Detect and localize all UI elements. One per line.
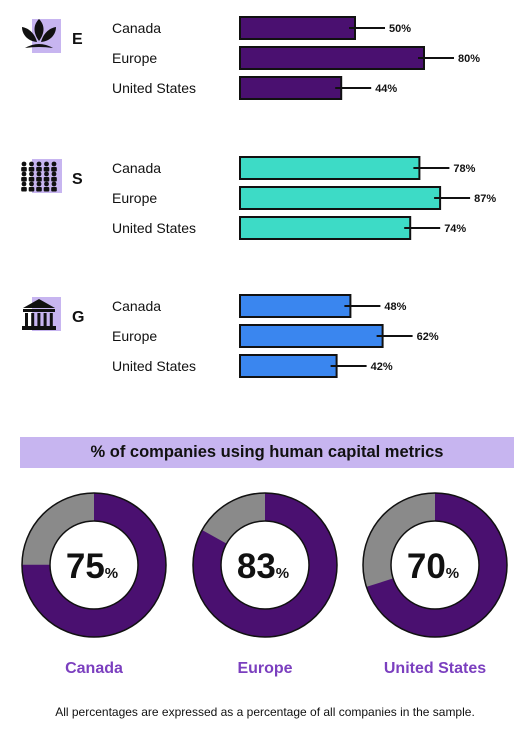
donut-outline bbox=[362, 492, 508, 638]
person-head bbox=[21, 161, 27, 167]
person-head bbox=[36, 181, 42, 187]
person-body bbox=[36, 177, 42, 182]
person-head bbox=[44, 161, 49, 167]
person-head bbox=[36, 171, 42, 177]
bar bbox=[239, 186, 442, 210]
donut-hole bbox=[49, 520, 139, 610]
value-label: 50% bbox=[389, 23, 411, 35]
person-body bbox=[51, 167, 57, 172]
column bbox=[49, 313, 53, 326]
category-label: Europe bbox=[112, 50, 157, 66]
column bbox=[43, 313, 47, 326]
donut-hole bbox=[390, 520, 480, 610]
value-label: 44% bbox=[375, 83, 397, 95]
category-label: United States bbox=[112, 358, 196, 374]
person-body bbox=[21, 187, 27, 192]
base bbox=[22, 326, 56, 330]
value-label: 87% bbox=[474, 193, 496, 205]
bar bbox=[239, 16, 356, 40]
leaf-center bbox=[34, 19, 44, 41]
bar bbox=[239, 76, 343, 100]
donut-value: 83% bbox=[237, 547, 289, 586]
person-head bbox=[21, 171, 27, 177]
person-head bbox=[29, 161, 34, 167]
esg-chart: E Canada 50% Europe 80% United States 44% S Cana… bbox=[21, 16, 508, 677]
category-label: United States bbox=[112, 220, 196, 236]
donut-segment bbox=[22, 493, 166, 637]
leaf-left bbox=[22, 27, 37, 42]
person-body bbox=[36, 187, 42, 192]
person-head bbox=[29, 181, 34, 187]
column bbox=[25, 313, 28, 326]
category-label: Canada bbox=[112, 298, 161, 314]
donut-category-label: Canada bbox=[65, 660, 123, 677]
bar bbox=[239, 46, 425, 70]
category-label: Europe bbox=[112, 328, 157, 344]
pillar-title: E bbox=[72, 31, 83, 48]
donut-segment bbox=[363, 493, 507, 637]
roof bbox=[23, 299, 55, 308]
value-label: 42% bbox=[371, 361, 393, 373]
bar bbox=[239, 294, 352, 318]
category-label: Canada bbox=[112, 160, 161, 176]
person-body bbox=[21, 167, 27, 172]
person-head bbox=[21, 181, 27, 187]
person-head bbox=[51, 161, 57, 167]
person-head bbox=[51, 171, 57, 177]
value-label: 48% bbox=[384, 301, 406, 313]
value-label: 80% bbox=[458, 53, 480, 65]
column bbox=[37, 313, 41, 326]
donut-section-title: % of companies using human capital metri… bbox=[20, 437, 514, 468]
person-body bbox=[43, 187, 50, 192]
leaf-ground bbox=[25, 44, 53, 48]
donut-category-label: United States bbox=[384, 660, 486, 677]
value-label: 62% bbox=[417, 331, 439, 343]
person-body bbox=[28, 167, 35, 172]
person-head bbox=[36, 161, 42, 167]
donut-outline bbox=[192, 492, 338, 638]
person-body bbox=[51, 187, 57, 192]
category-label: Europe bbox=[112, 190, 157, 206]
pillar-title: S bbox=[72, 171, 83, 188]
footnote: All percentages are expressed as a perce… bbox=[55, 705, 475, 719]
person-body bbox=[21, 177, 27, 182]
person-body bbox=[43, 177, 50, 182]
person-head bbox=[29, 171, 34, 177]
bar bbox=[239, 216, 412, 240]
bar bbox=[239, 324, 384, 348]
person-body bbox=[28, 177, 35, 182]
category-label: United States bbox=[112, 80, 196, 96]
bar bbox=[239, 354, 338, 378]
column bbox=[31, 313, 35, 326]
donut-hole bbox=[220, 520, 310, 610]
donut-outline bbox=[21, 492, 167, 638]
pillar-title: G bbox=[72, 309, 84, 326]
donut-category-label: Europe bbox=[237, 660, 292, 677]
category-label: Canada bbox=[112, 20, 161, 36]
donut-segment bbox=[193, 493, 337, 637]
donut-value: 70% bbox=[407, 547, 459, 586]
leaf-right bbox=[41, 27, 56, 42]
person-body bbox=[28, 187, 35, 192]
person-head bbox=[44, 171, 49, 177]
value-label: 78% bbox=[453, 163, 475, 175]
person-head bbox=[44, 181, 49, 187]
person-body bbox=[36, 167, 42, 172]
person-body bbox=[43, 167, 50, 172]
person-body bbox=[51, 177, 57, 182]
entablature bbox=[23, 309, 55, 312]
value-label: 74% bbox=[444, 223, 466, 235]
bar bbox=[239, 156, 421, 180]
person-head bbox=[51, 181, 57, 187]
donut-value: 75% bbox=[66, 547, 118, 586]
